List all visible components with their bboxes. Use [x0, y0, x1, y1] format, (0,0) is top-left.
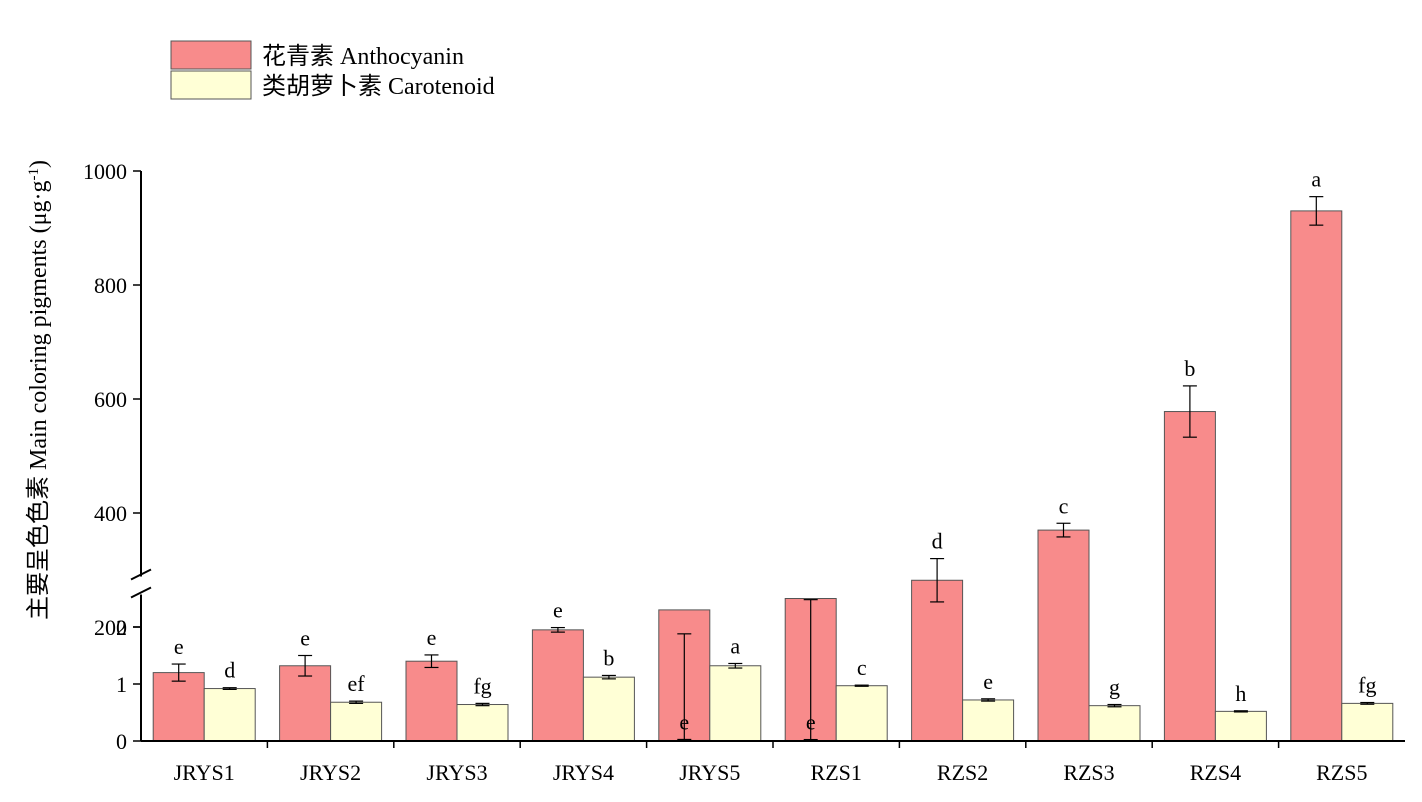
- significance-label: e: [174, 634, 184, 659]
- plot-area: e d JRYS1 e ef JRYS2 e fg JRYS3 e b JRYS4 e a JRYS5 e c R…: [83, 159, 1405, 785]
- axis-break-mark: [130, 586, 152, 599]
- legend-swatch-anthocyanin: [170, 40, 252, 70]
- bar-carotenoid-jrys5: [709, 665, 762, 742]
- x-tick-label: RZS4: [1190, 760, 1241, 785]
- x-tick-label: JRYS4: [553, 760, 614, 785]
- y-tick-label: 800: [94, 273, 127, 298]
- bar-anthocyanin-rzs4: [1163, 411, 1216, 742]
- bar-anthocyanin-rzs5: [1290, 210, 1343, 742]
- y-axis-title-superscript: -1: [26, 168, 42, 181]
- bar-carotenoid-rzs3: [1088, 705, 1141, 742]
- y-axis-title-close: ): [26, 160, 52, 168]
- x-tick-label: JRYS1: [174, 760, 235, 785]
- bar-anthocyanin-jrys1: [152, 672, 205, 742]
- bar-carotenoid-jrys4: [582, 676, 635, 742]
- bar-anthocyanin-rzs2: [911, 579, 964, 742]
- significance-label: b: [1184, 356, 1195, 381]
- x-tick-label: JRYS5: [679, 760, 740, 785]
- y-tick-label: 2: [116, 615, 127, 640]
- significance-label: e: [553, 598, 563, 623]
- significance-label: fg: [473, 673, 491, 698]
- legend: 花青素 Anthocyanin 类胡萝卜素 Carotenoid: [170, 40, 495, 100]
- significance-label: a: [730, 633, 740, 658]
- bar-anthocyanin-jrys2: [279, 665, 332, 742]
- significance-label: c: [857, 655, 867, 680]
- significance-label: e: [806, 710, 816, 735]
- significance-label: b: [603, 645, 614, 670]
- x-tick-label: RZS5: [1316, 760, 1367, 785]
- y-axis-title-main: 主要呈色色素 Main coloring pigments (μg·g: [25, 181, 52, 621]
- significance-label: a: [1311, 167, 1321, 192]
- significance-label: ef: [348, 671, 366, 696]
- x-tick-label: JRYS2: [300, 760, 361, 785]
- x-tick-label: JRYS3: [426, 760, 487, 785]
- legend-label-carotenoid: 类胡萝卜素 Carotenoid: [262, 73, 495, 100]
- y-tick-label: 600: [94, 387, 127, 412]
- bar-anthocyanin-jrys3: [405, 660, 458, 742]
- legend-label-anthocyanin: 花青素 Anthocyanin: [262, 43, 464, 70]
- bar-carotenoid-rzs1: [835, 685, 888, 742]
- bar-carotenoid-rzs2: [962, 699, 1015, 742]
- y-axis-title: 主要呈色色素 Main coloring pigments (μg·g-1): [25, 160, 52, 620]
- axis-break-mark: [130, 568, 152, 581]
- bar-carotenoid-jrys3: [456, 704, 509, 742]
- bar-carotenoid-rzs5: [1341, 702, 1394, 742]
- significance-label: e: [983, 669, 993, 694]
- y-tick-label: 400: [94, 501, 127, 526]
- significance-label: h: [1235, 681, 1246, 706]
- significance-label: c: [1059, 493, 1069, 518]
- y-tick-label: 1000: [83, 159, 127, 184]
- bar-carotenoid-rzs4: [1214, 710, 1267, 742]
- legend-swatch-carotenoid: [170, 70, 252, 100]
- significance-label: e: [427, 625, 437, 650]
- significance-label: e: [679, 709, 689, 734]
- y-tick-label: 200: [94, 615, 127, 640]
- significance-label: fg: [1358, 673, 1376, 698]
- bar-anthocyanin-jrys4: [531, 629, 584, 742]
- y-tick-label: 1: [116, 672, 127, 697]
- x-tick-label: RZS1: [811, 760, 862, 785]
- x-tick-label: RZS3: [1063, 760, 1114, 785]
- significance-label: e: [300, 626, 310, 651]
- significance-label: d: [932, 529, 943, 554]
- significance-label: d: [224, 658, 235, 683]
- bar-anthocyanin-rzs3: [1037, 529, 1090, 742]
- x-tick-label: RZS2: [937, 760, 988, 785]
- bar-carotenoid-jrys2: [330, 701, 383, 742]
- significance-label: g: [1109, 675, 1120, 700]
- y-tick-label: 0: [116, 729, 127, 754]
- bar-carotenoid-jrys1: [203, 688, 256, 742]
